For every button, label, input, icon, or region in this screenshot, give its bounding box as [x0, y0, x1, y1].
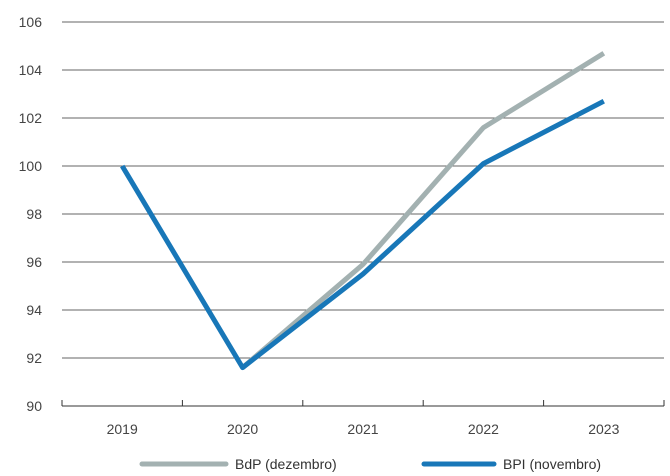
- y-axis-tick-labels: 90 92 94 96 98 100 102 104 106: [19, 14, 43, 414]
- y-tick-label: 100: [19, 158, 43, 174]
- y-tick-label: 104: [19, 62, 43, 78]
- series-lines: [120, 51, 606, 371]
- x-tick-label: 2022: [468, 421, 499, 437]
- x-axis-tick-labels: 2019 2020 2021 2022 2023: [107, 421, 620, 437]
- y-tick-label: 90: [26, 398, 42, 414]
- y-tick-label: 102: [19, 110, 43, 126]
- x-axis: [61, 400, 665, 407]
- legend-label: BdP (dezembro): [235, 456, 337, 472]
- y-tick-label: 92: [26, 350, 42, 366]
- y-tick-label: 98: [26, 206, 42, 222]
- x-tick-label: 2020: [227, 421, 258, 437]
- y-tick-label: 96: [26, 254, 42, 270]
- series-line-bdp: [240, 51, 606, 370]
- x-tick-label: 2019: [107, 421, 138, 437]
- legend-label: BPI (novembro): [503, 456, 601, 472]
- y-tick-label: 94: [26, 302, 42, 318]
- x-tick-label: 2023: [588, 421, 619, 437]
- legend: BdP (dezembro) BPI (novembro): [139, 456, 601, 472]
- x-tick-label: 2021: [347, 421, 378, 437]
- series-line-bpi: [120, 98, 605, 371]
- y-tick-label: 106: [19, 14, 43, 30]
